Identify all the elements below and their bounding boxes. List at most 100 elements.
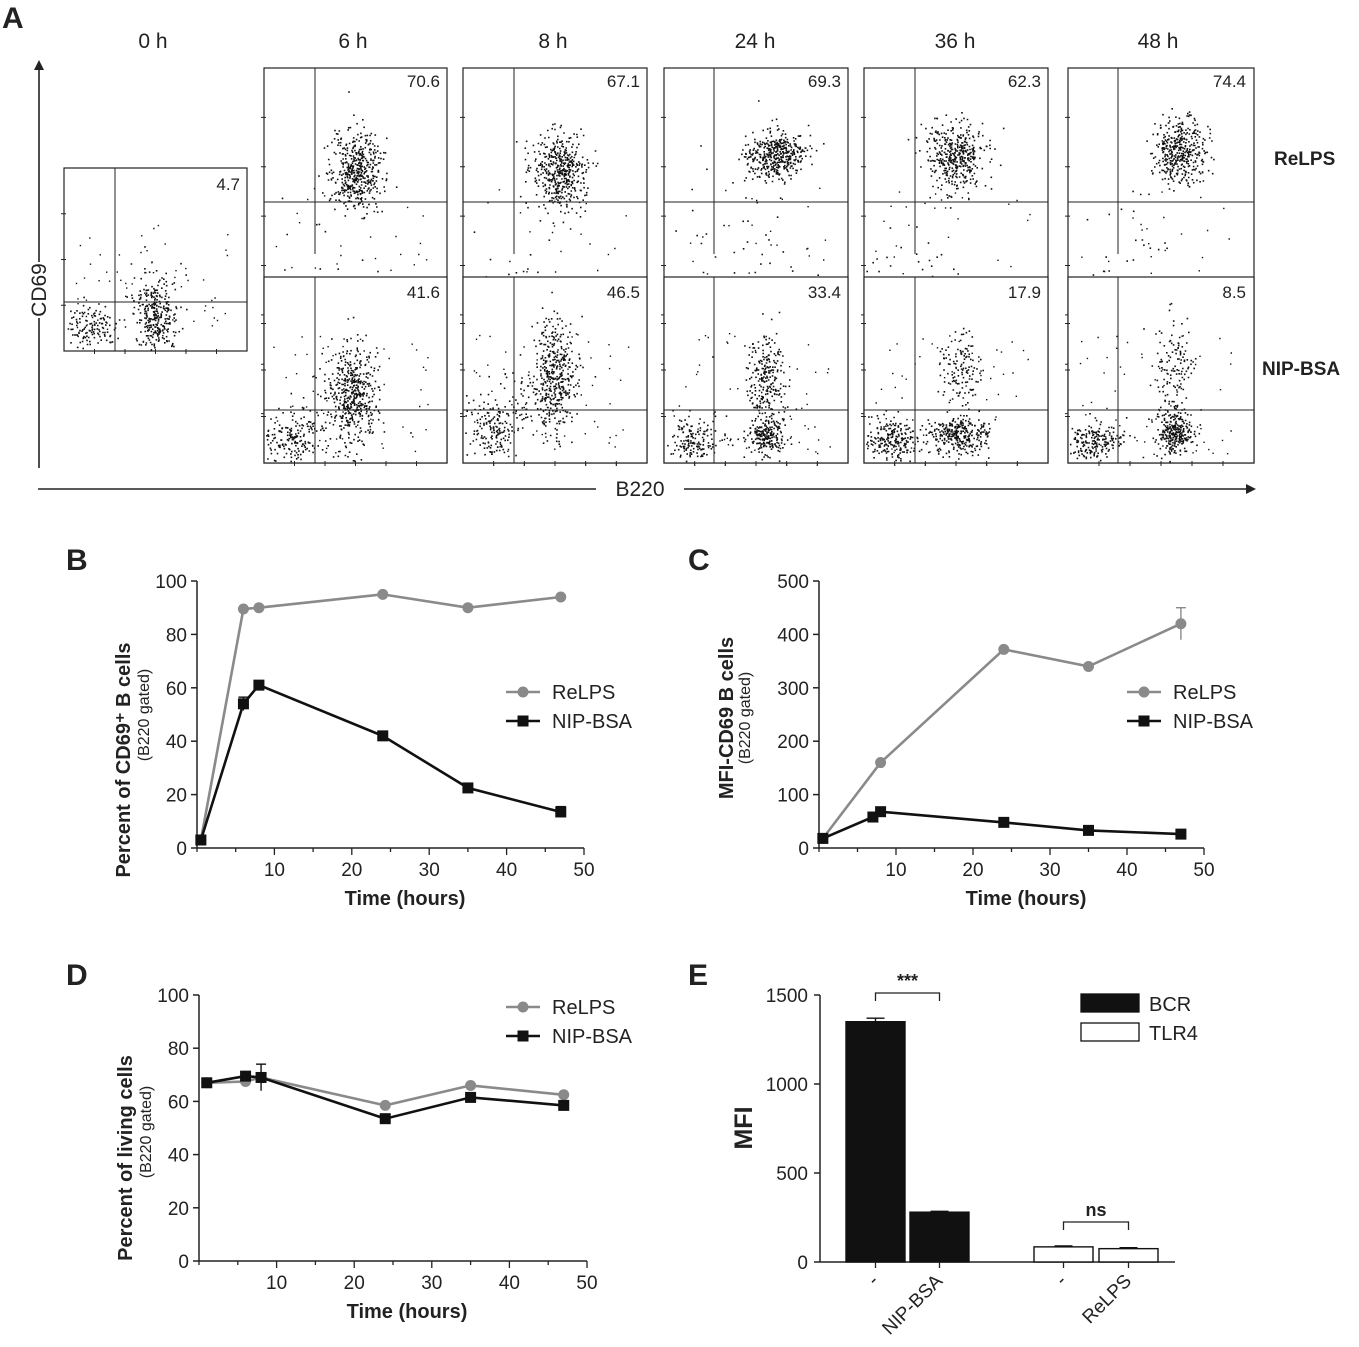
panel-e-label: E	[688, 959, 708, 992]
cell-events	[460, 276, 648, 466]
axis-ticks	[460, 323, 617, 466]
data-point-nip-bsa	[201, 1077, 213, 1089]
x-tick-label: 50	[573, 860, 594, 881]
y-axis-subtitle: (B220 gated)	[136, 669, 153, 762]
y-axis-title: Percent of living cells	[115, 1055, 137, 1261]
legend-marker	[517, 1030, 529, 1042]
data-point-relps	[998, 643, 1010, 655]
y-tick-label: 500	[776, 1164, 808, 1185]
data-point-relps	[379, 1099, 391, 1111]
row-label-relps: ReLPS	[1274, 149, 1335, 170]
facs-plot-nipbsa-24h: 33.4	[661, 276, 849, 466]
data-point-nip-bsa	[377, 730, 389, 742]
y-tick-label: 0	[797, 1253, 808, 1274]
series-line-nip-bsa	[822, 810, 1181, 840]
legend-label-relps: ReLPS	[552, 682, 615, 704]
data-point-relps	[555, 591, 567, 603]
y-tick-label: 100	[157, 986, 189, 1007]
quadrant-percent: 62.3	[1008, 72, 1041, 91]
y-tick-label: 200	[777, 732, 809, 753]
legend-label-nip-bsa: NIP-BSA	[1173, 711, 1254, 733]
data-point-nip-bsa	[875, 806, 887, 818]
y-tick-label: 0	[798, 839, 809, 860]
data-point-nip-bsa	[465, 1091, 477, 1103]
quadrant-percent: 33.4	[808, 283, 841, 302]
legend-label-tlr4: TLR4	[1149, 1023, 1198, 1045]
x-tick-label: 40	[499, 1273, 520, 1294]
y-tick-label: 0	[178, 1252, 189, 1273]
data-point-relps	[462, 602, 474, 614]
data-point-nip-bsa	[1083, 824, 1094, 836]
legend-swatch-bcr	[1080, 993, 1140, 1013]
x-tick-label: 10	[885, 860, 906, 881]
y-axis-subtitle: (B220 gated)	[737, 672, 754, 765]
legend-marker	[1138, 715, 1150, 727]
timepoint-label-24h: 24 h	[735, 30, 776, 53]
bar-0	[845, 1021, 906, 1263]
y-tick-label: 80	[166, 625, 187, 646]
x-tick-label: 20	[341, 860, 362, 881]
significance-bracket	[1062, 1221, 1130, 1230]
x-tick-label: 40	[1116, 860, 1137, 881]
significance-label: ***	[897, 971, 918, 991]
x-tick-label: 20	[962, 860, 983, 881]
x-tick-label: 10	[266, 1273, 287, 1294]
x-tick-label: 50	[1193, 860, 1214, 881]
x-tick-label: 30	[421, 1273, 442, 1294]
significance-label: ns	[1085, 1200, 1106, 1220]
b220-axis-label: B220	[615, 478, 664, 501]
y-tick-label: 100	[155, 572, 187, 593]
category-label: -	[1052, 1271, 1071, 1290]
series-line-relps	[199, 593, 561, 841]
facs-plot-nipbsa-8h: 46.5	[460, 276, 648, 466]
event-dots	[466, 123, 628, 453]
legend-marker	[1138, 686, 1150, 698]
panel-b-label: B	[66, 544, 88, 577]
legend-marker	[517, 1001, 529, 1013]
legend-marker	[517, 715, 529, 727]
data-point-nip-bsa	[1175, 828, 1187, 840]
axis-ticks	[861, 323, 1018, 466]
data-point-nip-bsa	[558, 1099, 570, 1111]
y-tick-label: 40	[168, 1146, 189, 1167]
quadrant-percent: 46.5	[607, 283, 640, 302]
y-tick-label: 40	[166, 732, 187, 753]
panel-d-label: D	[66, 959, 88, 992]
quadrant-percent: 4.7	[216, 175, 240, 194]
cd69-axis-label: CD69	[28, 263, 51, 317]
bar-3	[1098, 1247, 1159, 1263]
data-point-relps	[253, 602, 265, 614]
quadrant-percent: 41.6	[407, 283, 440, 302]
y-tick-label: 80	[168, 1039, 189, 1060]
significance-bracket	[874, 992, 941, 1001]
category-label: ReLPS	[1079, 1271, 1136, 1328]
facs-plot-0h: 4.7	[61, 167, 248, 354]
x-axis-title: Time (hours)	[345, 888, 466, 910]
chart-mfi-cd69: MFI-CD69 B cells (B220 gated) Time (hour…	[716, 572, 1254, 910]
x-tick-label: 10	[264, 860, 285, 881]
data-point-nip-bsa	[462, 782, 474, 794]
timepoint-label-0h: 0 h	[138, 30, 167, 53]
category-label: NIP-BSA	[878, 1270, 947, 1339]
event-dots	[667, 311, 831, 463]
y-axis-title: Percent of CD69⁺ B cells	[113, 642, 135, 877]
axis-ticks	[61, 213, 217, 354]
facs-frame	[462, 276, 648, 464]
y-tick-label: 400	[777, 625, 809, 646]
chart-percent-living: Percent of living cells (B220 gated) Tim…	[115, 986, 633, 1323]
axis-ticks	[261, 323, 417, 466]
quadrant-percent: 17.9	[1008, 283, 1041, 302]
data-point-nip-bsa	[867, 811, 879, 823]
legend-label-nip-bsa: NIP-BSA	[552, 711, 633, 733]
data-point-relps	[558, 1089, 570, 1101]
data-point-relps	[465, 1079, 477, 1091]
data-point-nip-bsa	[255, 1071, 267, 1083]
y-axis-title: MFI-CD69 B cells	[716, 637, 738, 799]
axis-ticks	[661, 323, 818, 466]
series-line-nip-bsa	[206, 1074, 564, 1121]
data-point-nip-bsa	[998, 816, 1010, 828]
data-point-nip-bsa	[237, 698, 249, 710]
data-point-relps	[237, 603, 249, 615]
